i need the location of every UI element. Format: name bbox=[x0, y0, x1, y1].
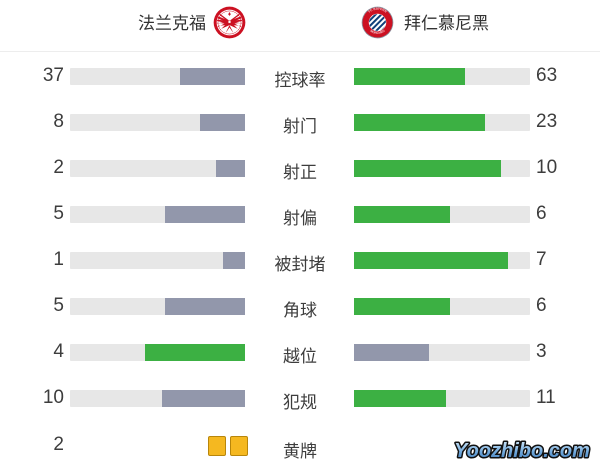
svg-text:Yoozhibo.com: Yoozhibo.com bbox=[454, 440, 590, 462]
